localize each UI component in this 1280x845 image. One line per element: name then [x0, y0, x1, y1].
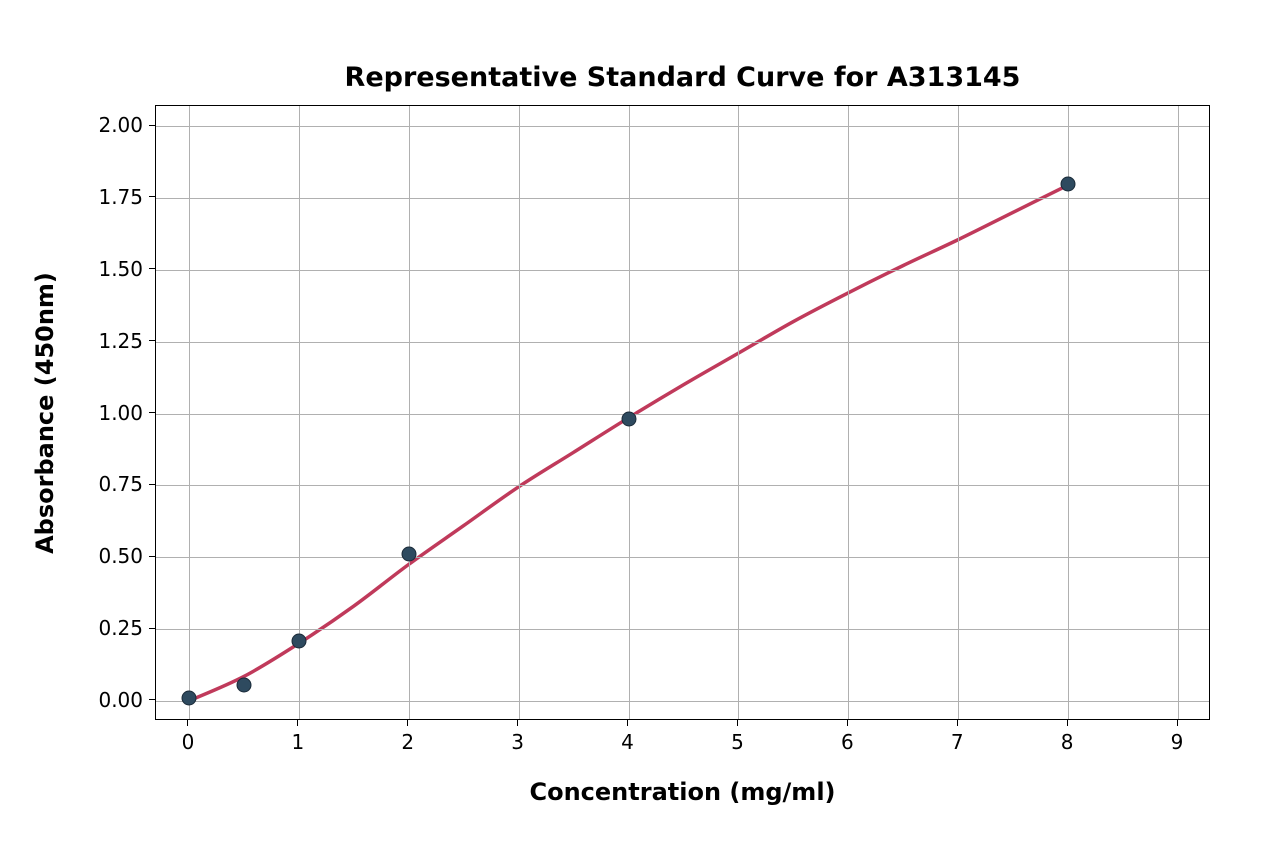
y-tick-label: 2.00 — [98, 113, 143, 137]
x-tick-label: 8 — [1061, 730, 1074, 754]
x-tick — [627, 720, 628, 726]
x-tick — [407, 720, 408, 726]
y-tick — [149, 412, 155, 413]
chart-container: Representative Standard Curve for A31314… — [0, 0, 1280, 845]
grid-line-horizontal — [156, 126, 1209, 127]
data-point — [291, 633, 306, 648]
grid-line-horizontal — [156, 342, 1209, 343]
y-axis-label: Absorbance (450nm) — [31, 272, 59, 554]
y-tick-label: 0.00 — [98, 688, 143, 712]
x-tick-label: 5 — [731, 730, 744, 754]
x-tick-label: 4 — [621, 730, 634, 754]
x-tick-label: 1 — [291, 730, 304, 754]
x-tick-label: 3 — [511, 730, 524, 754]
chart-title: Representative Standard Curve for A31314… — [345, 62, 1021, 93]
x-tick-label: 0 — [182, 730, 195, 754]
y-tick-label: 1.00 — [98, 401, 143, 425]
x-tick — [737, 720, 738, 726]
x-tick — [1177, 720, 1178, 726]
data-point — [236, 678, 251, 693]
data-point — [1061, 176, 1076, 191]
grid-line-horizontal — [156, 485, 1209, 486]
x-tick — [847, 720, 848, 726]
x-tick-label: 6 — [841, 730, 854, 754]
plot-area — [155, 105, 1210, 720]
data-point — [181, 691, 196, 706]
data-point — [401, 547, 416, 562]
grid-line-horizontal — [156, 557, 1209, 558]
y-tick-label: 0.25 — [98, 616, 143, 640]
grid-line-horizontal — [156, 701, 1209, 702]
y-tick — [149, 699, 155, 700]
y-tick — [149, 556, 155, 557]
y-tick — [149, 484, 155, 485]
y-tick-label: 1.25 — [98, 329, 143, 353]
y-tick — [149, 340, 155, 341]
grid-line-horizontal — [156, 629, 1209, 630]
grid-line-horizontal — [156, 198, 1209, 199]
x-tick-label: 9 — [1171, 730, 1184, 754]
y-tick-label: 0.50 — [98, 544, 143, 568]
x-tick — [1067, 720, 1068, 726]
data-point — [621, 412, 636, 427]
grid-line-horizontal — [156, 414, 1209, 415]
x-tick-label: 2 — [401, 730, 414, 754]
x-tick-label: 7 — [951, 730, 964, 754]
x-axis-label: Concentration (mg/ml) — [529, 778, 835, 806]
y-tick — [149, 125, 155, 126]
x-tick — [187, 720, 188, 726]
grid-line-horizontal — [156, 270, 1209, 271]
y-tick — [149, 628, 155, 629]
y-tick — [149, 268, 155, 269]
y-tick-label: 0.75 — [98, 472, 143, 496]
y-tick — [149, 196, 155, 197]
x-tick — [957, 720, 958, 726]
y-tick-label: 1.75 — [98, 185, 143, 209]
x-tick — [297, 720, 298, 726]
x-tick — [517, 720, 518, 726]
y-tick-label: 1.50 — [98, 257, 143, 281]
